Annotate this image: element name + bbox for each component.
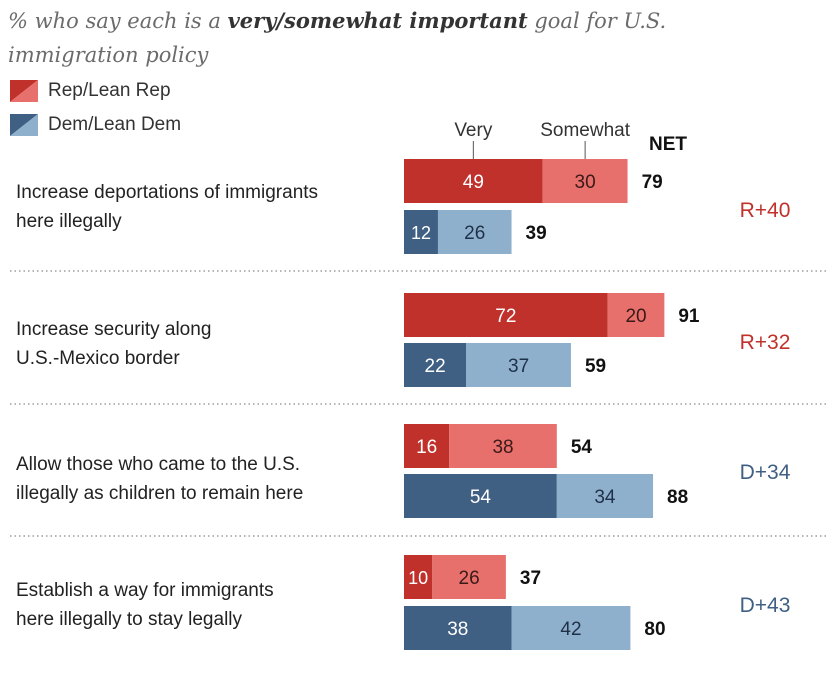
header-very: Very — [454, 120, 493, 141]
dem-very-bar-0 — [404, 210, 438, 254]
rep-very-label-1: 72 — [495, 306, 516, 327]
rep-very-label-0: 49 — [463, 172, 484, 193]
header-somewhat: Somewhat — [540, 120, 630, 141]
legend-item-dem: Dem/Lean Dem — [10, 112, 181, 138]
dem-somewhat-bar-1 — [466, 343, 571, 387]
category-label-3-line-1: Establish a way for immigrants — [16, 580, 274, 601]
category-label-2-line-2: illegally as children to remain here — [16, 483, 304, 504]
rep-net-label-3: 37 — [520, 568, 541, 589]
rep-somewhat-bar-3 — [432, 555, 506, 599]
legend: Rep/Lean Rep Dem/Lean Dem — [10, 78, 181, 146]
gap-label-1: R+32 — [740, 331, 791, 354]
chart-subtitle: % who say each is a very/somewhat import… — [8, 4, 708, 72]
category-label-0-line-1: Increase deportations of immigrants — [16, 182, 319, 203]
rep-net-label-2: 54 — [571, 437, 593, 458]
rep-very-bar-2 — [404, 424, 450, 468]
rep-very-bar-1 — [404, 293, 608, 337]
dem-net-label-0: 39 — [526, 223, 547, 244]
dem-net-label-3: 80 — [644, 619, 665, 640]
legend-label-rep: Rep/Lean Rep — [48, 80, 171, 101]
subtitle-suffix: goal for U.S. immigration policy — [8, 9, 667, 67]
rep-somewhat-bar-2 — [449, 424, 557, 468]
legend-label-dem: Dem/Lean Dem — [48, 114, 182, 135]
dem-somewhat-bar-3 — [511, 606, 631, 650]
category-label-3-line-2: here illegally to stay legally — [16, 609, 243, 630]
rep-very-label-3: 10 — [408, 568, 428, 588]
legend-item-rep: Rep/Lean Rep — [10, 78, 181, 104]
dem-somewhat-bar-2 — [556, 474, 654, 518]
dem-very-bar-2 — [404, 474, 557, 518]
category-label-0: Increase deportations of immigrants here… — [16, 178, 396, 236]
rep-somewhat-label-1: 20 — [625, 306, 646, 327]
rep-somewhat-label-0: 30 — [575, 172, 596, 193]
header-net: NET — [649, 134, 687, 155]
dem-somewhat-label-2: 34 — [594, 487, 616, 508]
category-label-1: Increase security along U.S.-Mexico bord… — [16, 315, 396, 373]
gap-label-0: R+40 — [740, 199, 791, 222]
dem-somewhat-label-3: 42 — [560, 619, 581, 640]
category-label-2-line-1: Allow those who came to the U.S. — [16, 454, 301, 475]
rep-very-label-2: 16 — [416, 437, 437, 458]
dem-very-bar-1 — [404, 343, 467, 387]
rep-somewhat-bar-1 — [607, 293, 665, 337]
dem-very-label-2: 54 — [470, 487, 492, 508]
gap-label-3: D+43 — [740, 594, 791, 617]
rep-net-label-1: 91 — [678, 306, 700, 327]
category-label-2: Allow those who came to the U.S. illegal… — [16, 450, 396, 508]
legend-swatch-rep — [10, 80, 38, 102]
category-label-1-line-1: Increase security along — [16, 319, 212, 340]
dem-very-bar-3 — [404, 606, 512, 650]
rep-very-bar-3 — [404, 555, 433, 599]
dem-very-label-1: 22 — [425, 356, 446, 377]
subtitle-prefix: % who say each is a — [8, 9, 228, 33]
category-label-3: Establish a way for immigrants here ille… — [16, 576, 396, 634]
subtitle-bold: very/somewhat important — [227, 8, 528, 33]
category-label-1-line-2: U.S.-Mexico border — [16, 348, 180, 369]
dem-very-label-3: 38 — [447, 619, 468, 640]
legend-swatch-dem — [10, 114, 38, 136]
rep-somewhat-label-3: 26 — [459, 568, 480, 589]
gap-label-2: D+34 — [740, 461, 791, 484]
rep-net-label-0: 79 — [642, 172, 663, 193]
category-label-0-line-2: here illegally — [16, 211, 122, 232]
dem-somewhat-bar-0 — [437, 210, 512, 254]
rep-somewhat-bar-0 — [542, 159, 628, 203]
dem-somewhat-label-1: 37 — [508, 356, 529, 377]
dem-net-label-2: 88 — [667, 487, 688, 508]
dem-net-label-1: 59 — [585, 356, 606, 377]
dem-somewhat-label-0: 26 — [464, 223, 485, 244]
dem-very-label-0: 12 — [411, 223, 431, 243]
rep-very-bar-0 — [404, 159, 543, 203]
rep-somewhat-label-2: 38 — [492, 437, 513, 458]
